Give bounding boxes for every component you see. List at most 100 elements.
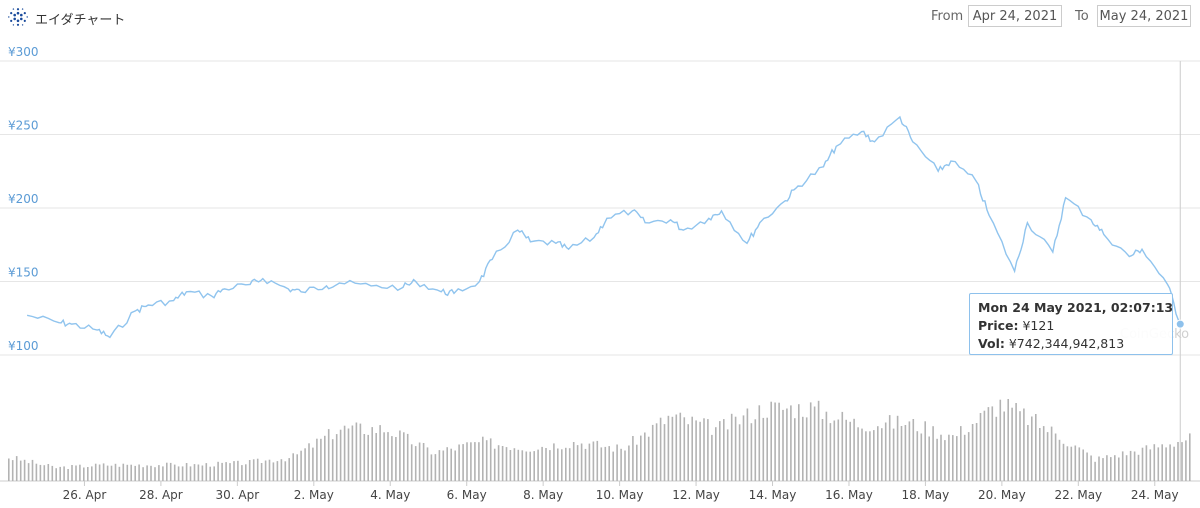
volume-bar	[1086, 452, 1088, 481]
volume-bar	[703, 418, 705, 481]
volume-bar	[177, 466, 180, 481]
volume-bar	[406, 433, 409, 481]
volume-bar	[501, 446, 504, 481]
volume-bar	[39, 464, 42, 481]
volume-bar	[233, 461, 235, 481]
volume-bar	[960, 426, 962, 481]
volume-bar	[778, 402, 780, 481]
volume-bar	[11, 460, 14, 481]
volume-bar	[513, 448, 516, 481]
volume-bar	[975, 423, 978, 481]
volume-bar	[592, 441, 595, 481]
volume-bar	[825, 411, 828, 481]
volume-bar	[193, 464, 196, 481]
volume-bar	[1031, 416, 1033, 481]
y-tick-label: ¥250	[8, 119, 39, 133]
volume-bar	[91, 466, 93, 481]
volume-bar	[908, 421, 911, 481]
to-date-input[interactable]	[1097, 5, 1191, 27]
volume-bar	[1121, 451, 1124, 481]
volume-bar	[936, 438, 938, 481]
volume-bar	[245, 464, 247, 481]
volume-bar	[928, 436, 930, 481]
x-tick-label: 10. May	[596, 488, 644, 502]
volume-bar	[707, 419, 709, 481]
volume-bar	[715, 427, 717, 481]
volume-bar	[1098, 456, 1100, 481]
volume-bar	[1157, 447, 1160, 481]
volume-bar	[312, 447, 314, 481]
volume-bar	[485, 440, 488, 481]
volume-bar	[1046, 432, 1049, 481]
volume-bar	[264, 460, 267, 481]
volume-bar	[545, 448, 547, 481]
volume-bar	[359, 423, 362, 481]
volume-bar	[584, 448, 587, 481]
from-date-input[interactable]	[968, 5, 1062, 27]
volume-bar	[296, 454, 298, 481]
volume-bar	[802, 416, 804, 481]
volume-bar	[663, 424, 666, 481]
volume-bar	[640, 435, 642, 481]
volume-bar	[375, 433, 377, 481]
volume-bar	[604, 446, 607, 481]
volume-bar	[758, 405, 761, 481]
volume-bar	[892, 428, 895, 481]
volume-bar	[999, 399, 1002, 481]
volume-bar	[8, 458, 10, 481]
volume-bar	[529, 451, 531, 481]
x-tick-label: 12. May	[672, 488, 720, 502]
volume-bar	[371, 427, 373, 481]
volume-bar	[896, 415, 899, 481]
volume-bar	[916, 431, 919, 481]
volume-bar	[489, 438, 492, 481]
x-tick-label: 18. May	[902, 488, 950, 502]
volume-bar	[422, 443, 425, 481]
y-tick-label: ¥100	[8, 339, 39, 353]
volume-bar	[845, 419, 847, 481]
volume-bar	[837, 419, 840, 481]
x-tick-label: 2. May	[294, 488, 334, 502]
volume-bar	[580, 443, 583, 481]
volume-bar	[162, 466, 164, 481]
volume-bar	[651, 424, 654, 481]
volume-bar	[861, 428, 863, 481]
volume-bar	[268, 459, 271, 481]
volume-bar	[904, 425, 907, 481]
volume-bar	[379, 425, 381, 481]
volume-bar	[35, 463, 38, 481]
volume-bar	[979, 413, 982, 481]
volume-bar	[63, 466, 65, 481]
volume-bar	[711, 434, 713, 481]
volume-bar	[659, 417, 662, 481]
volume-bar	[1003, 411, 1005, 481]
volume-bar	[87, 467, 89, 481]
volume-bar	[272, 462, 275, 481]
volume-bar	[1054, 433, 1057, 481]
volume-bar	[565, 447, 567, 481]
volume-bar	[841, 411, 844, 481]
grid-lines	[0, 60, 1200, 482]
volume-bar	[505, 447, 508, 481]
volume-bar	[189, 466, 192, 481]
volume-bar	[995, 416, 998, 481]
volume-bar	[260, 463, 263, 481]
tooltip-price-row: Price: ¥121	[978, 317, 1164, 335]
volume-bar	[47, 464, 50, 481]
volume-bar	[944, 440, 946, 481]
volume-bar	[300, 450, 302, 481]
volume-bar	[497, 445, 500, 481]
volume-bar	[940, 434, 942, 481]
volume-bar	[1074, 445, 1077, 481]
volume-bar	[794, 418, 796, 481]
volume-bar	[126, 464, 129, 481]
volume-bar	[730, 413, 733, 481]
volume-bar	[1185, 440, 1187, 481]
x-axis: 26. Apr 28. Apr 30. Apr 2. May 4. May 6. May 8…	[63, 481, 1179, 502]
volume-bar	[327, 429, 330, 481]
volume-bar	[881, 428, 883, 481]
volume-bar	[438, 450, 441, 481]
volume-bar	[790, 405, 792, 481]
volume-bar	[205, 463, 208, 481]
